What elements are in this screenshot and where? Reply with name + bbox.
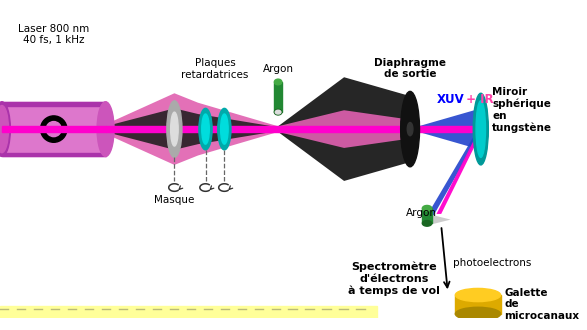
Ellipse shape	[167, 101, 182, 157]
Polygon shape	[432, 215, 451, 224]
Ellipse shape	[199, 108, 212, 150]
Polygon shape	[278, 129, 410, 148]
Ellipse shape	[401, 91, 420, 167]
Text: + IR: + IR	[462, 93, 494, 106]
Ellipse shape	[473, 93, 488, 165]
Ellipse shape	[0, 106, 8, 153]
Polygon shape	[278, 129, 410, 181]
Text: photoelectrons: photoelectrons	[453, 258, 532, 268]
Bar	[278, 126, 410, 132]
Bar	[0, 306, 377, 318]
Polygon shape	[106, 129, 278, 165]
Bar	[2, 126, 106, 132]
Polygon shape	[106, 93, 278, 129]
Text: Masque: Masque	[154, 195, 195, 205]
Text: Diaphragme
de sortie: Diaphragme de sortie	[374, 58, 446, 79]
Polygon shape	[278, 77, 410, 129]
Polygon shape	[419, 129, 481, 150]
Bar	[2, 102, 106, 106]
Ellipse shape	[456, 288, 501, 302]
Bar	[274, 82, 282, 112]
Polygon shape	[437, 132, 481, 214]
Text: Argon: Argon	[406, 208, 437, 218]
Ellipse shape	[171, 112, 178, 146]
Bar	[2, 102, 106, 156]
Text: XUV: XUV	[437, 93, 464, 106]
Polygon shape	[425, 134, 479, 219]
Ellipse shape	[422, 220, 432, 226]
Ellipse shape	[407, 122, 413, 136]
Ellipse shape	[274, 109, 282, 115]
Text: Laser 800 nm
40 fs, 1 kHz: Laser 800 nm 40 fs, 1 kHz	[18, 23, 89, 45]
Ellipse shape	[41, 116, 67, 142]
Polygon shape	[106, 129, 278, 150]
Text: Plaques
retardatrices: Plaques retardatrices	[181, 58, 249, 80]
Ellipse shape	[0, 102, 11, 156]
Ellipse shape	[274, 79, 282, 85]
Bar	[456, 295, 501, 314]
Polygon shape	[106, 108, 278, 129]
Ellipse shape	[221, 114, 228, 144]
Ellipse shape	[275, 110, 281, 114]
Bar	[419, 126, 481, 132]
Bar	[2, 153, 106, 156]
Ellipse shape	[97, 102, 114, 156]
Ellipse shape	[202, 114, 210, 144]
Ellipse shape	[218, 108, 231, 150]
Text: Miroir
sphérique
en
tungstène: Miroir sphérique en tungstène	[492, 87, 552, 133]
Ellipse shape	[46, 121, 61, 137]
Polygon shape	[278, 110, 410, 129]
Text: Argon: Argon	[262, 64, 294, 75]
Text: Spectromètre
d'électrons
à temps de vol: Spectromètre d'électrons à temps de vol	[348, 262, 440, 296]
Ellipse shape	[476, 101, 485, 157]
Ellipse shape	[456, 307, 501, 320]
Polygon shape	[419, 108, 481, 129]
Ellipse shape	[422, 206, 432, 211]
Bar	[106, 126, 278, 132]
Bar	[422, 208, 432, 223]
Text: Galette
de
microcanaux: Galette de microcanaux	[504, 288, 579, 321]
